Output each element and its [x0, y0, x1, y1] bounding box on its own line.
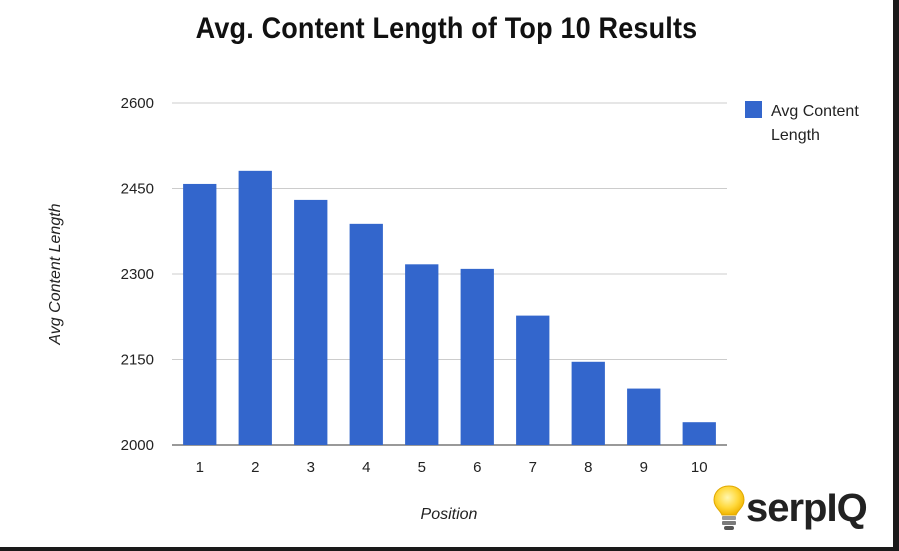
bar-position-10 [682, 422, 716, 445]
bar-position-8 [571, 361, 605, 445]
x-tick-label: 2 [251, 459, 259, 476]
legend-label-line1: Avg Content [771, 103, 859, 120]
bar-position-7 [516, 315, 550, 445]
bar-position-5 [405, 264, 439, 445]
x-tick-label: 3 [307, 459, 315, 476]
bars [183, 170, 716, 445]
legend-swatch [745, 101, 762, 118]
y-tick-label: 2600 [121, 95, 154, 112]
y-tick-labels: 2000 2150 2300 2450 2600 [121, 95, 154, 454]
x-tick-label: 8 [584, 459, 592, 476]
bar-position-9 [627, 388, 661, 445]
x-tick-label: 9 [640, 459, 648, 476]
x-tick-label: 10 [691, 459, 708, 476]
x-tick-label: 5 [418, 459, 426, 476]
x-tick-label: 1 [196, 459, 204, 476]
legend-label-line2: Length [771, 127, 820, 144]
y-tick-label: 2450 [121, 181, 154, 198]
bar-position-3 [294, 199, 328, 445]
x-axis-label: Position [421, 506, 478, 523]
logo-text: serpIQ [746, 486, 868, 530]
y-tick-label: 2300 [121, 266, 154, 283]
y-axis-label: Avg Content Length [47, 203, 64, 345]
serpiq-logo: serpIQ [712, 484, 868, 532]
lightbulb-icon [713, 485, 745, 530]
x-tick-labels: 1 2 3 4 5 6 7 8 9 10 [196, 459, 708, 476]
y-tick-label: 2000 [121, 437, 154, 454]
bar-position-4 [349, 223, 383, 445]
x-tick-label: 4 [362, 459, 370, 476]
bar-position-2 [238, 170, 272, 445]
bar-position-1 [183, 183, 217, 445]
bar-position-6 [460, 268, 494, 445]
chart-title: Avg. Content Length of Top 10 Results [195, 12, 698, 45]
x-tick-label: 6 [473, 459, 481, 476]
legend: Avg Content Length [745, 101, 859, 144]
x-tick-label: 7 [529, 459, 537, 476]
y-tick-label: 2150 [121, 352, 154, 369]
